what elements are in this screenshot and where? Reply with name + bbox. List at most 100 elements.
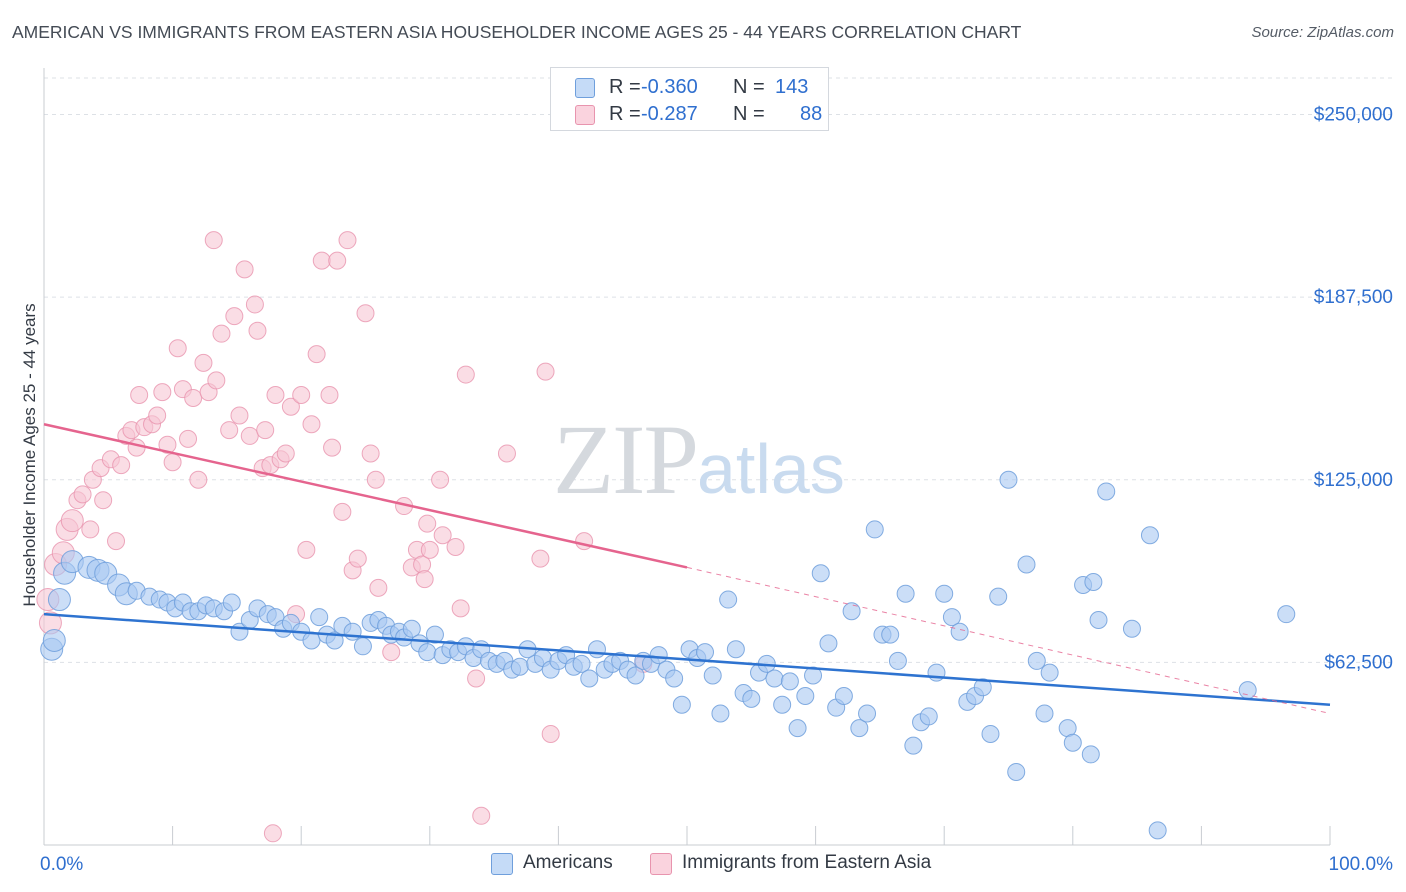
legend-swatch-blue [575, 78, 595, 98]
americans-point [796, 686, 815, 705]
americans-point [672, 695, 691, 714]
americans-point [1081, 745, 1100, 764]
americans-points [40, 470, 1296, 840]
americans-point [343, 622, 362, 641]
immigrants-point [415, 570, 434, 589]
americans-point [981, 724, 1000, 743]
immigrants-point [382, 643, 401, 662]
legend-n-label: N = [733, 76, 765, 98]
immigrants-point [179, 429, 198, 448]
immigrants-point [446, 537, 465, 556]
legend-label-immigrants: Immigrants from Eastern Asia [682, 852, 932, 873]
americans-point [788, 719, 807, 738]
americans-point [919, 707, 938, 726]
americans-point [950, 622, 969, 641]
immigrants-point [541, 724, 560, 743]
immigrants-point [320, 386, 339, 405]
americans-point [1089, 611, 1108, 630]
americans-point [649, 646, 668, 665]
chart-title: AMERICAN VS IMMIGRANTS FROM EASTERN ASIA… [12, 22, 1022, 42]
legend-swatch-blue [491, 853, 513, 875]
watermark: ZIPatlas [553, 402, 845, 517]
immigrants-point [194, 353, 213, 372]
immigrants-point [281, 397, 300, 416]
immigrants-point [338, 231, 357, 250]
immigrants-point [220, 421, 239, 440]
americans-point [626, 666, 645, 685]
americans-point [1017, 555, 1036, 574]
americans-point [773, 695, 792, 714]
immigrants-point [189, 470, 208, 489]
legend-swatch-pink [575, 105, 595, 125]
legend-swatch-pink [650, 853, 672, 875]
immigrants-point [148, 406, 167, 425]
immigrants-point [431, 470, 450, 489]
immigrants-point [297, 540, 316, 559]
americans-point [572, 654, 591, 673]
legend-r-label: R = [609, 76, 641, 98]
immigrants-point [456, 365, 475, 384]
immigrants-point [312, 251, 331, 270]
y-tick-label: $125,000 [1314, 470, 1393, 491]
watermark-atlas: atlas [697, 430, 845, 508]
americans-point [1035, 704, 1054, 723]
americans-point [580, 669, 599, 688]
americans-point [696, 643, 715, 662]
americans-point [1084, 573, 1103, 592]
immigrants-point [207, 371, 226, 390]
americans-point [703, 666, 722, 685]
immigrants-point [94, 491, 113, 510]
americans-point [711, 704, 730, 723]
immigrants-point [467, 669, 486, 688]
americans-point [935, 584, 954, 603]
americans-point [719, 590, 738, 609]
trend-lines [43, 423, 1331, 715]
immigrants-point [163, 453, 182, 472]
immigrants-point [107, 532, 126, 551]
americans-point [1063, 733, 1082, 752]
y-tick-label: $187,500 [1314, 287, 1393, 308]
immigrants-point [361, 444, 380, 463]
immigrants-point [130, 386, 149, 405]
americans-point [1097, 482, 1116, 501]
americans-point [222, 593, 241, 612]
americans-point [999, 470, 1018, 489]
americans-point [510, 657, 529, 676]
immigrants-point [323, 438, 342, 457]
americans-point [402, 619, 421, 638]
immigrants-trend-line [43, 423, 688, 569]
americans-point [47, 588, 71, 612]
immigrants-point [112, 456, 131, 475]
americans-point [418, 643, 437, 662]
immigrants-point [328, 251, 347, 270]
immigrants-points [36, 231, 653, 843]
americans-point [973, 678, 992, 697]
chart-source: Source: ZipAtlas.com [1251, 24, 1394, 41]
immigrants-point [433, 526, 452, 545]
immigrants-point [292, 386, 311, 405]
americans-point [896, 584, 915, 603]
americans-trend-line [43, 612, 1331, 706]
immigrants-point [531, 549, 550, 568]
legend-label-americans: Americans [523, 852, 613, 873]
y-axis-label: Householder Income Ages 25 - 44 years [20, 303, 39, 607]
americans-point [881, 625, 900, 644]
immigrants-point [225, 307, 244, 326]
watermark-zip: ZIP [553, 404, 699, 515]
immigrants-point [302, 415, 321, 434]
legend-n-label: N = [733, 103, 765, 125]
immigrants-point [451, 599, 470, 618]
immigrants-point [153, 383, 172, 402]
immigrants-trend-extension [686, 566, 1331, 715]
immigrants-point [276, 444, 295, 463]
americans-point [1140, 526, 1159, 545]
americans-point [1027, 651, 1046, 670]
immigrants-point [184, 388, 203, 407]
immigrants-point [245, 295, 264, 314]
immigrants-point [81, 520, 100, 539]
immigrants-point [73, 485, 92, 504]
americans-point [665, 669, 684, 688]
immigrants-point [307, 345, 326, 364]
legend-n-value: 88 [800, 103, 823, 125]
